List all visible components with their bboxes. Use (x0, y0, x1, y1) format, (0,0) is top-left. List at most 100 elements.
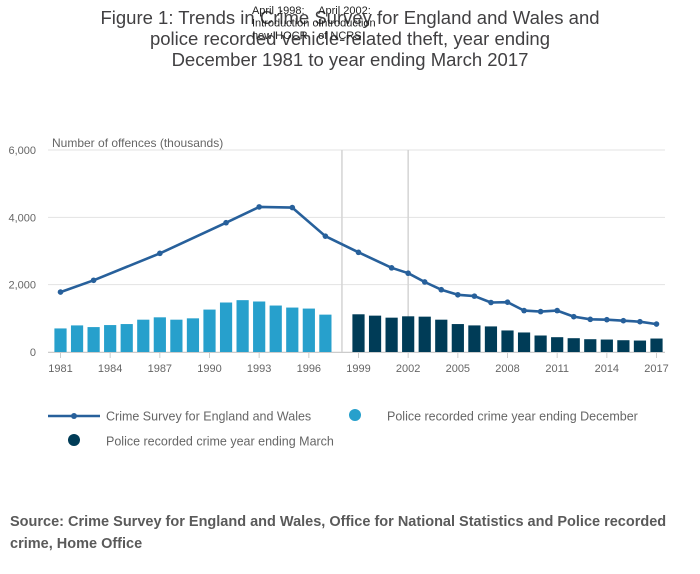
bar (137, 319, 150, 352)
line-point (488, 299, 494, 306)
bar (203, 309, 216, 352)
legend-line-marker (71, 413, 77, 419)
bar (170, 319, 183, 352)
line-point (570, 313, 577, 320)
line-point (587, 316, 594, 323)
bar (600, 339, 613, 352)
line-point (537, 308, 544, 315)
annotation-text-line: of NCRS (318, 30, 361, 42)
x-tick-label: 2008 (495, 363, 519, 375)
x-tick-label: 2014 (595, 363, 619, 375)
line-point (388, 265, 395, 271)
chart-title-line: police recorded vehicle-related theft, y… (150, 28, 550, 49)
line-point (157, 250, 163, 257)
y-axis-label: Number of offences (thousands) (52, 136, 223, 150)
y-tick-label: 2,000 (8, 280, 36, 292)
annotation-text-line: April 1998: (252, 5, 305, 17)
x-tick-label: 1996 (297, 363, 321, 375)
source-note: Source: Crime Survey for England and Wal… (10, 514, 667, 552)
bar (567, 338, 580, 352)
bar (186, 318, 200, 352)
bar (617, 340, 630, 352)
bar (650, 338, 663, 352)
bar (319, 314, 332, 352)
bar (302, 308, 315, 352)
legend-mar-swatch (68, 434, 80, 446)
bar (484, 326, 498, 352)
bar (286, 307, 299, 352)
line-point (620, 317, 627, 324)
x-tick-label: 1999 (346, 363, 370, 375)
line-point (604, 316, 610, 323)
bar (153, 317, 166, 352)
bar (633, 340, 647, 352)
legend-label: Police recorded crime year ending Decemb… (387, 410, 638, 424)
bar (253, 301, 266, 352)
line-point (289, 204, 296, 211)
x-tick-label: 2002 (396, 363, 420, 375)
annotation-text: April 2002: Introduction of NCRS (318, 5, 375, 42)
line-point (57, 289, 64, 295)
legend-label: Police recorded crime year ending March (106, 435, 334, 449)
bar (120, 324, 133, 352)
annotation-text: April 1998: Introduction of new HOCR (252, 5, 323, 42)
line-point (554, 307, 560, 314)
line-point (256, 204, 262, 210)
bar (451, 324, 464, 352)
line-point (471, 293, 478, 299)
x-tick-label: 2011 (545, 363, 569, 375)
y-tick-label: 0 (30, 347, 36, 359)
bar (534, 335, 547, 352)
line-point (438, 286, 445, 293)
line-point (405, 270, 411, 277)
bar (517, 332, 531, 352)
line-point (637, 318, 643, 325)
x-tick-label: 1993 (247, 363, 271, 375)
bar (70, 325, 84, 352)
line-point (521, 307, 527, 314)
chart-title-line: Figure 1: Trends in Crime Survey for Eng… (100, 7, 599, 28)
bar (501, 330, 514, 352)
legend-label: Crime Survey for England and Wales (106, 410, 311, 424)
bar (87, 327, 100, 352)
annotation-text-line: Introduction (318, 18, 375, 30)
bar (236, 300, 249, 352)
x-tick-label: 2017 (644, 363, 668, 375)
x-tick-label: 1990 (197, 363, 221, 375)
x-tick-label: 2005 (446, 363, 470, 375)
x-tick-label: 1981 (48, 363, 72, 375)
bar (219, 302, 233, 352)
bar (468, 325, 481, 352)
line-point (504, 299, 511, 305)
annotation-text-line: new HOCR (252, 30, 308, 42)
annotation-text-line: Introduction of (252, 18, 323, 30)
x-tick-label: 1987 (148, 363, 172, 375)
line-point (223, 219, 229, 226)
line-point (455, 291, 461, 298)
bar (104, 325, 117, 352)
line-point (322, 233, 329, 239)
bar (385, 317, 398, 352)
bar (551, 337, 564, 352)
legend-dec-swatch (349, 409, 361, 421)
bar (402, 316, 415, 352)
series-line (60, 205, 657, 326)
line-point (653, 321, 660, 327)
chart-title: Figure 1: Trends in Crime Survey for Eng… (100, 7, 599, 70)
line-point (421, 279, 428, 285)
chart-title-line: December 1981 to year ending March 2017 (172, 49, 529, 70)
y-tick-label: 6,000 (8, 145, 36, 157)
line-point (355, 249, 362, 256)
annotation-text-line: April 2002: (318, 5, 371, 17)
bar (584, 339, 597, 352)
line-point (90, 277, 97, 284)
bar (418, 316, 431, 352)
x-tick-label: 1984 (98, 363, 122, 375)
bar (54, 328, 67, 352)
bar (435, 319, 448, 352)
y-tick-label: 4,000 (8, 212, 36, 224)
bar (269, 305, 282, 352)
bar (368, 315, 382, 352)
chart: Figure 1: Trends in Crime Survey for Eng… (8, 5, 668, 449)
bar (352, 314, 365, 352)
